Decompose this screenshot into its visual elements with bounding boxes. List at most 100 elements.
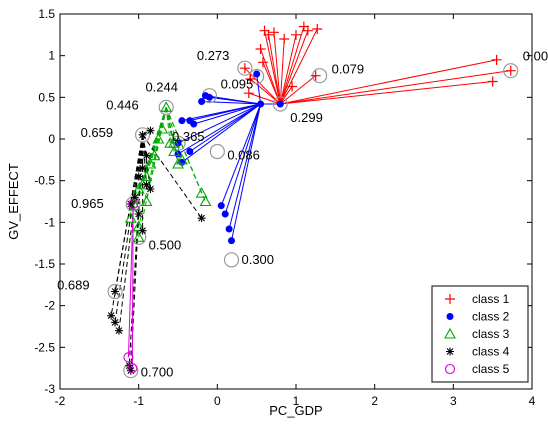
connection-line [138,134,144,177]
highlight-ring [135,127,151,143]
connection-line [127,203,134,358]
point-label: 0.300 [241,252,274,267]
data-point-class-4 [126,200,135,208]
point-labels: 0.273 0.095 0.244 0.000 0.079 0.446 0.299 0.659… [57,48,548,380]
data-point-class-3 [140,195,153,207]
data-point-class-3 [168,145,181,157]
connection-line [279,34,297,105]
data-point-class-4 [138,130,147,139]
y-tick-label: -2.5 [34,340,55,354]
point-label: 0.095 [221,77,254,92]
legend-label: class 4 [472,345,510,359]
data-point-class-1 [505,65,516,76]
data-point-class-2 [225,225,233,233]
connection-line [279,38,285,105]
data-point-class-4 [134,172,143,181]
data-point-class-4 [138,226,147,235]
data-point-class-4 [130,193,139,202]
point-label: 0.965 [71,196,104,211]
legend-label: class 1 [472,292,510,306]
data-point-class-2 [221,210,229,218]
data-point-class-1 [312,24,323,34]
data-point-class-1 [279,34,290,44]
data-point-class-3 [156,122,169,134]
connection-line [181,103,261,122]
connection-line [279,30,309,105]
connection-line [273,32,281,105]
y-tick-label: -1 [44,215,55,229]
x-axis-label: PC_GDP [269,403,322,418]
data-point-class-3 [152,132,165,144]
data-point-class-5 [123,352,134,363]
data-point-class-1 [302,25,313,36]
data-point-class-1 [310,70,321,81]
legend-marker [446,347,454,356]
connection-line [280,59,497,105]
data-point-class-4 [107,311,116,320]
x-tick-label: -2 [55,394,66,408]
connection-line [118,134,144,331]
data-point-class-1 [255,44,266,54]
y-tick-label: -0.5 [34,174,55,188]
point-label: 0.299 [290,110,323,125]
data-point-class-3 [144,157,157,169]
connection-line [224,103,262,215]
highlight-ring [237,60,253,76]
legend-label: class 3 [472,327,510,341]
data-point-class-1 [239,63,250,74]
data-point-class-3 [124,212,137,223]
data-point-class-4 [146,126,155,135]
data-point-class-4 [134,210,143,218]
x-tick-label: 1 [293,394,300,408]
data-point-class-4 [146,185,155,193]
connection-line [267,34,281,105]
legend-marker [446,313,454,320]
data-point-class-3 [175,153,188,165]
connection-line [177,103,261,155]
highlight-ring [249,68,265,85]
legend-marker [444,363,456,375]
y-tick-label: 1 [48,49,55,63]
x-tick-label: 2 [371,394,378,408]
y-tick-label: -3 [44,382,55,396]
data-point-class-4 [197,214,206,223]
data-point-class-2 [217,202,225,210]
y-tick-label: 0.5 [38,90,55,104]
data-point-class-4 [138,164,147,173]
connection-line [279,28,318,105]
legend-marker [444,327,456,339]
data-point-class-1 [243,88,254,99]
highlight-ring [503,63,519,79]
data-point-class-1 [259,25,270,36]
data-point-class-1 [268,27,279,38]
connection-line [142,134,151,190]
data-point-class-3 [132,182,145,194]
y-tick-label: 0 [48,132,55,146]
highlight-ring [107,283,123,300]
data-point-class-1 [287,81,298,92]
legend-marker [445,294,455,304]
connection-line [220,103,262,206]
point-label: 0.689 [57,278,90,293]
connection-line [189,103,261,152]
data-point-class-2 [227,237,235,245]
point-label: 0.273 [197,48,230,63]
data-point-class-2 [253,70,261,78]
data-point-class-3 [148,149,161,161]
connection-line [181,103,261,163]
data-point-class-2 [257,100,265,108]
highlight-ring [223,252,240,268]
connection-line [228,103,262,230]
point-label: 0.700 [141,365,174,380]
connection-line [248,92,281,105]
point-label: 0.659 [81,125,114,140]
data-point-class-3 [132,231,145,242]
data-point-class-2 [276,100,284,108]
data-point-class-1 [487,76,498,87]
connection-line [114,134,144,323]
data-point-class-3 [160,101,173,112]
data-point-class-4 [125,361,134,370]
legend-label: class 2 [472,310,510,324]
connection-line [264,30,281,105]
